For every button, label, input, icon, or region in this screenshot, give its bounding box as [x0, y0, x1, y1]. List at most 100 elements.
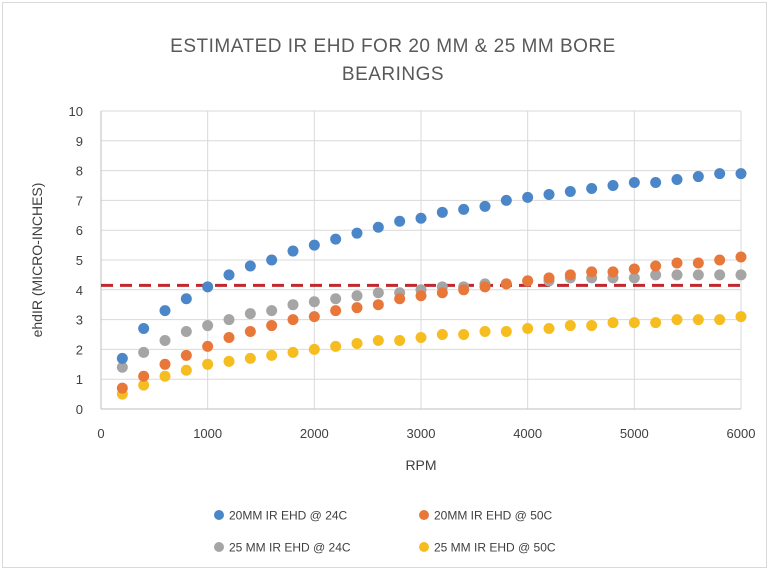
legend-marker-series-1: [214, 510, 224, 520]
data-point-series-4: [671, 314, 683, 326]
data-point-series-1: [436, 206, 448, 218]
data-point-series-2: [458, 284, 470, 296]
data-point-series-3: [202, 320, 214, 332]
data-point-series-4: [607, 317, 619, 329]
data-point-series-1: [394, 215, 406, 227]
data-point-series-2: [692, 257, 704, 269]
y-tick-label: 5: [76, 253, 83, 268]
data-point-series-2: [671, 257, 683, 269]
chart-title-line-2: BEARINGS: [342, 64, 444, 85]
data-point-series-4: [202, 358, 214, 370]
data-point-series-2: [522, 275, 534, 287]
data-point-series-1: [223, 269, 235, 281]
data-point-series-1: [564, 185, 576, 197]
data-point-series-2: [628, 263, 640, 275]
data-point-series-1: [714, 168, 726, 180]
legend-label-series-2: 20MM IR EHD @ 50C: [434, 509, 553, 523]
data-point-series-4: [266, 349, 278, 361]
data-point-series-1: [159, 305, 171, 317]
data-point-series-1: [372, 221, 384, 233]
data-point-series-2: [607, 266, 619, 278]
legend-marker-series-3: [214, 542, 224, 552]
y-tick-label: 3: [76, 313, 83, 328]
data-point-series-2: [223, 331, 235, 343]
y-tick-label: 10: [69, 104, 83, 119]
data-point-series-4: [372, 334, 384, 346]
data-point-series-1: [308, 239, 320, 251]
data-point-series-4: [458, 329, 470, 340]
data-point-series-2: [287, 314, 299, 326]
data-point-series-2: [564, 269, 576, 281]
data-point-series-1: [692, 171, 704, 183]
data-point-series-2: [586, 266, 598, 278]
chart-title-line-1: ESTIMATED IR EHD FOR 20 MM & 25 MM BORE: [170, 36, 616, 57]
data-point-series-4: [735, 311, 747, 323]
legend-label-series-3: 25 MM IR EHD @ 24C: [229, 541, 351, 555]
data-point-series-4: [415, 331, 427, 343]
data-point-series-4: [479, 326, 491, 338]
axes: [100, 111, 741, 410]
data-point-series-4: [564, 320, 576, 332]
data-point-series-1: [628, 177, 640, 189]
data-point-series-1: [671, 174, 683, 186]
data-point-series-3: [308, 296, 320, 308]
data-point-series-3: [287, 299, 299, 311]
data-point-series-3: [159, 334, 171, 346]
data-point-series-3: [351, 290, 363, 302]
data-point-series-1: [180, 293, 192, 305]
data-point-series-3: [714, 269, 726, 281]
data-point-series-1: [415, 212, 427, 224]
y-tick-label: 7: [76, 193, 83, 208]
data-point-series-4: [287, 346, 299, 358]
data-point-series-4: [159, 370, 171, 382]
data-point-series-2: [138, 370, 150, 382]
y-tick-label: 9: [76, 134, 83, 149]
data-point-series-4: [543, 323, 555, 335]
legend-label-series-4: 25 MM IR EHD @ 50C: [434, 541, 556, 555]
data-point-series-2: [436, 287, 448, 299]
y-axis-title: ehdIR (MICRO-INCHES): [29, 183, 45, 338]
data-point-series-4: [394, 334, 406, 346]
data-point-series-1: [522, 191, 534, 203]
data-point-series-1: [500, 194, 512, 206]
data-point-series-2: [415, 290, 427, 302]
data-point-series-1: [202, 281, 214, 293]
y-tick-label: 6: [76, 223, 83, 238]
data-point-series-4: [650, 317, 662, 329]
data-point-series-2: [244, 326, 256, 338]
tick-labels: 0 1 2 3 4 5 6 7 8 9 10 0 1000 2000 3000 4000 5000 6000: [69, 104, 756, 441]
data-point-series-2: [308, 311, 320, 323]
data-point-series-3: [628, 272, 640, 284]
data-point-series-1: [138, 323, 150, 335]
data-point-series-2: [500, 278, 512, 290]
data-point-series-2: [372, 299, 384, 311]
data-point-series-2: [159, 358, 171, 370]
data-point-series-2: [351, 302, 363, 314]
data-point-series-3: [692, 269, 704, 281]
y-tick-label: 4: [76, 283, 83, 298]
data-point-series-2: [116, 382, 128, 394]
data-point-series-3: [223, 314, 235, 326]
data-point-series-3: [735, 269, 747, 281]
x-tick-label: 4000: [513, 426, 542, 441]
data-point-series-2: [266, 320, 278, 332]
data-point-series-4: [500, 326, 512, 338]
data-point-series-3: [266, 305, 278, 317]
gridlines: [101, 110, 742, 409]
data-point-series-4: [586, 320, 598, 332]
data-point-series-4: [308, 343, 320, 355]
data-point-series-4: [522, 323, 534, 335]
data-point-series-1: [543, 188, 555, 200]
data-point-series-1: [586, 182, 598, 194]
data-point-series-2: [543, 272, 555, 284]
data-point-series-1: [244, 260, 256, 272]
data-point-series-1: [287, 245, 299, 257]
data-point-series-4: [436, 329, 448, 340]
data-point-series-2: [394, 293, 406, 305]
data-point-series-2: [180, 349, 192, 361]
data-point-series-1: [330, 233, 342, 245]
data-point-series-1: [650, 177, 662, 189]
data-point-series-1: [351, 227, 363, 239]
y-tick-label: 1: [76, 372, 83, 387]
